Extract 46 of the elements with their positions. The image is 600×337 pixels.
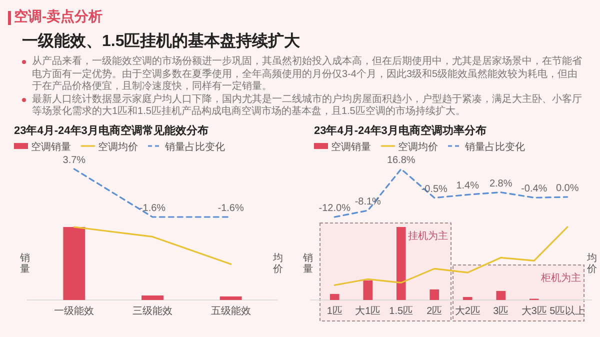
data-label: 1.4% xyxy=(456,180,480,192)
x-tick-label: 大2匹 xyxy=(454,305,480,317)
x-tick-label: 2匹 xyxy=(426,306,442,317)
y-axis-title: 销量 xyxy=(302,253,313,275)
legend-label: 空调销量 xyxy=(31,141,71,153)
data-label: -8.1% xyxy=(354,196,382,208)
legend-label: 空调销量 xyxy=(331,141,371,153)
y2-axis-title: 均价 xyxy=(586,252,597,275)
bar xyxy=(430,289,440,300)
data-label: 16.8% xyxy=(386,155,416,166)
legend-label: 销量占比变化 xyxy=(164,141,225,153)
data-label: 0.0% xyxy=(556,183,579,194)
x-tick-label: 一级能效 xyxy=(54,305,94,317)
x-tick-label: 大3匹 xyxy=(521,305,547,317)
band-label: 柜机为主 xyxy=(540,272,581,284)
y-axis-title: 销量 xyxy=(19,253,30,275)
x-tick-label: 三级能效 xyxy=(132,305,172,317)
data-label: -12.0% xyxy=(318,203,351,214)
x-tick-label: 大1匹 xyxy=(355,305,381,317)
data-label: 2.8% xyxy=(489,178,512,190)
text: 最新人口统计数据显示家庭户均人口下降，国内尤其是一二线城市的户均房屋面积趋小，户型趋于紧凑，满足大主卧、小客厅等场景化需求的大1匹和1.5匹挂机产品构成电商空调市场的基本盘，且1.5匹空调的市场持续扩大。 xyxy=(31,94,583,118)
legend-label: 空调均价 xyxy=(98,141,138,153)
y2-axis-title: 均价 xyxy=(272,252,283,275)
x-tick-label: 5匹以上 xyxy=(550,305,586,317)
x-tick-label: 3匹 xyxy=(493,306,509,317)
legend-label: 销量占比变化 xyxy=(464,141,525,153)
x-tick-label: 1.5匹 xyxy=(389,306,414,317)
chart-title: 23年4月-24年3月电商空调功率分布 xyxy=(314,124,486,137)
data-label: 3.7% xyxy=(62,155,86,166)
bar xyxy=(496,290,506,300)
x-tick-label: 五级能效 xyxy=(210,305,251,317)
bar xyxy=(363,280,373,300)
band-label: 挂机为主 xyxy=(408,230,448,242)
legend-label: 空调均价 xyxy=(398,141,438,153)
data-label: -1.6% xyxy=(218,203,244,214)
data-label: -1.6% xyxy=(139,203,166,214)
bar xyxy=(462,297,472,300)
chart-title: 23年4月-24年3月电商空调常见能效分布 xyxy=(14,124,208,137)
x-tick-label: 1匹 xyxy=(326,306,342,317)
bar xyxy=(396,227,406,300)
text: 一级能效、1.5匹挂机的基本盘持续扩大 xyxy=(22,31,300,52)
bar xyxy=(330,294,340,300)
data-label: -0.4% xyxy=(521,184,548,195)
text: 空调-卖点分析 xyxy=(14,8,103,26)
text: 从产品来看，一级能效空调的市场份额进一步巩固，其虽然初始投入成本高，但在后期使用中，尤其是居家场景中，在节能省电方面有一定优势。由于空调多数在夏季使用，全年高频使用的月份仅3-4个月，因此3级和5级能效虽然能效较为耗电，但由于在产品价格便宜，且制冷速度快，同样有一定销量。 xyxy=(31,56,583,94)
data-label: -0.5% xyxy=(421,184,448,195)
